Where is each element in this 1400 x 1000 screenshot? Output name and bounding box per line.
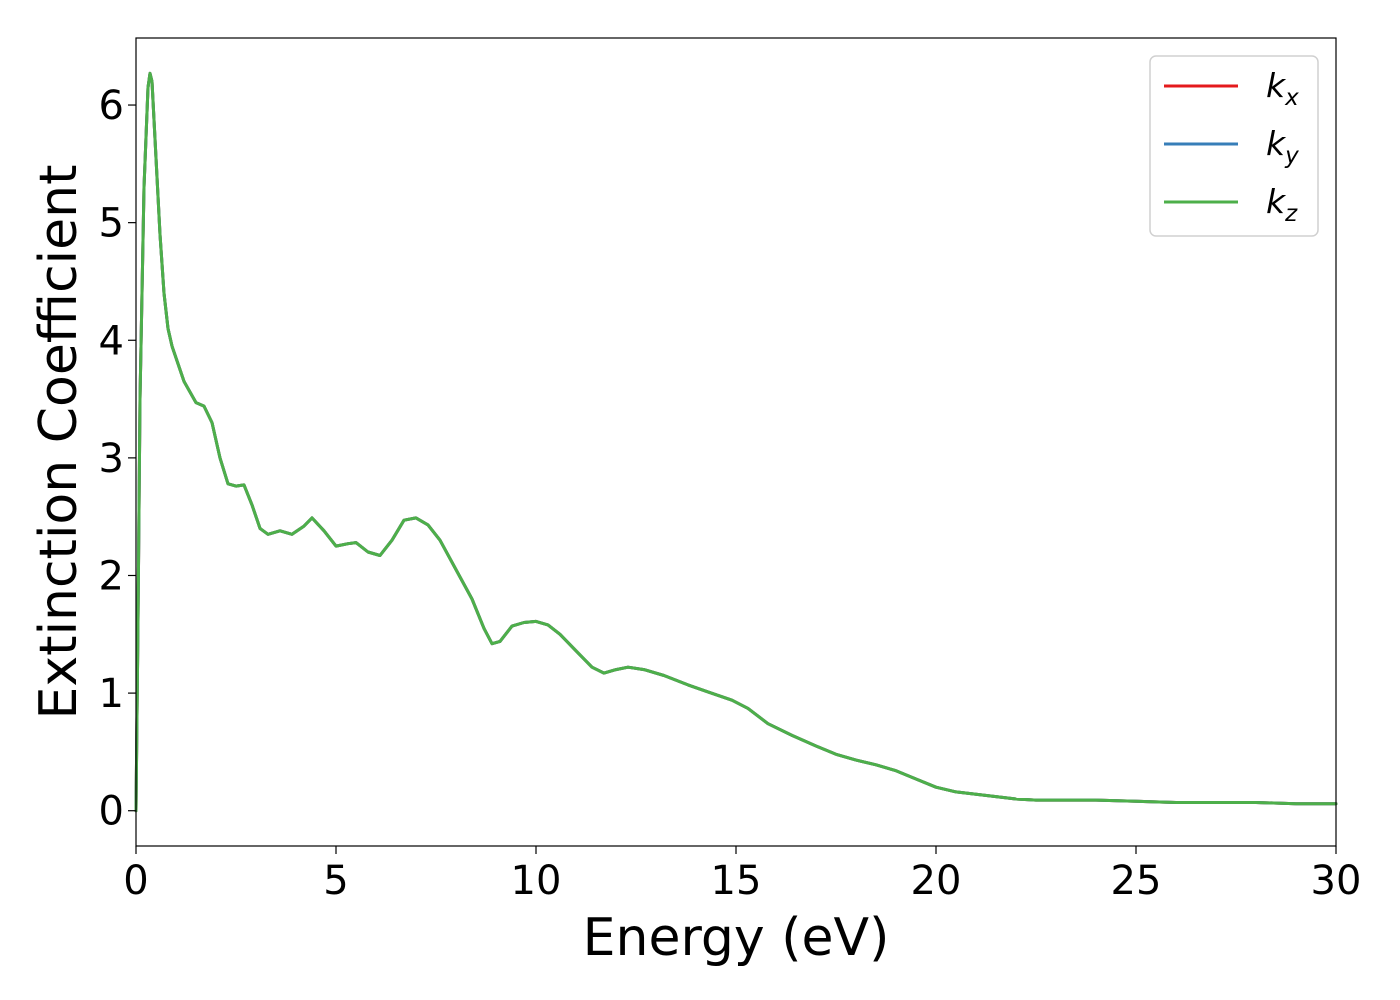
x-tick-label: 5 [323,858,348,904]
plot-area [136,38,1336,846]
x-tick-label: 0 [123,858,148,904]
legend-label-kx: kx [1266,66,1299,111]
x-tick-label: 10 [511,858,562,904]
series-lines [134,71,1338,813]
y-tick-label: 3 [99,436,124,482]
x-axis: 0 5 10 15 20 25 30 [123,846,1361,904]
x-tick-label: 15 [711,858,762,904]
x-tick-label: 30 [1311,858,1362,904]
series-line-kz [134,71,1338,813]
y-tick-label: 6 [99,83,124,129]
x-tick-label: 25 [1111,858,1162,904]
y-tick-label: 4 [99,318,124,364]
legend: kx ky kz [1149,55,1319,237]
y-axis-label: Extinction Coefficient [29,165,89,720]
y-tick-label: 5 [99,201,124,247]
x-axis-label: Energy (eV) [583,908,890,968]
y-tick-label: 1 [99,671,124,717]
y-tick-label: 2 [99,553,124,599]
y-tick-label: 0 [99,789,124,835]
x-tick-label: 20 [911,858,962,904]
legend-label-ky: ky [1266,124,1299,169]
legend-box [1149,55,1319,237]
y-axis: 0 1 2 3 4 5 6 [99,83,136,835]
legend-label-kz: kz [1266,182,1298,227]
